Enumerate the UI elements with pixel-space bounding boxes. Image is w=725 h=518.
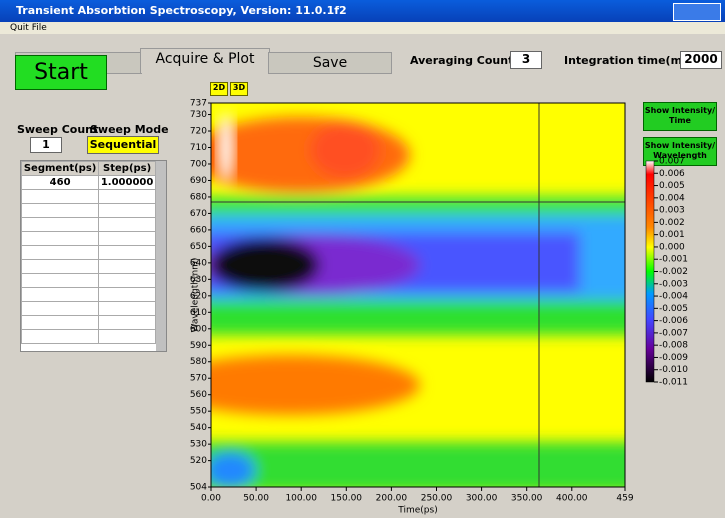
scrollbar[interactable]: [156, 161, 166, 351]
colorbar-tick-label: 0.001: [659, 230, 685, 240]
title-bar: Transient Absorbtion Spectroscopy, Versi…: [0, 0, 725, 22]
y-tick-label: 580: [190, 357, 207, 367]
window-title: Transient Absorbtion Spectroscopy, Versi…: [16, 4, 347, 17]
y-tick-label: 650: [190, 242, 207, 252]
colorbar-tick-label: 0.002: [659, 218, 685, 228]
table-cell[interactable]: 460: [20, 175, 100, 190]
segment-table: Segment(ps) Step(ps) 460 1.000000: [20, 160, 167, 352]
colorbar-tick-label: 0.005: [659, 181, 685, 191]
y-tick-label: 590: [190, 341, 207, 351]
y-tick-label: 670: [190, 209, 207, 219]
y-tick-label: 690: [190, 176, 207, 186]
label: Averaging Count:: [410, 54, 518, 67]
colorbar-tick-label: -0.009: [659, 353, 688, 363]
colorbar-tick-label: 0.007: [659, 157, 685, 167]
view-button[interactable]: 3D: [230, 82, 248, 96]
menu-bar: Quit File: [0, 22, 725, 34]
x-tick-label: 0.00: [201, 494, 221, 504]
y-axis-label: Wavelength(nm): [191, 258, 201, 333]
x-tick-label: 300.00: [466, 494, 498, 504]
x-tick-label: 350.00: [511, 494, 543, 504]
y-tick-label: 520: [190, 456, 207, 466]
colorbar-tick-label: -0.008: [659, 341, 688, 351]
y-tick-label: 737: [190, 99, 207, 109]
averaging-input[interactable]: 3: [510, 51, 542, 69]
x-tick-label: 150.00: [331, 494, 363, 504]
colorbar: [645, 160, 655, 383]
y-tick-label: 730: [190, 110, 207, 120]
x-axis-label: Time(ps): [397, 506, 437, 516]
view-button[interactable]: 2D: [210, 82, 228, 96]
y-tick-label: 560: [190, 390, 207, 400]
colorbar-tick-label: -0.007: [659, 328, 688, 338]
show-intensity-time[interactable]: Show Intensity/ Time: [643, 102, 717, 131]
tab[interactable]: Acquire & Plot: [140, 48, 270, 73]
label: Integration time(ms):: [564, 54, 699, 67]
table-header: Step(ps): [98, 161, 156, 176]
colorbar-tick-label: -0.006: [659, 316, 688, 326]
x-tick-label: 250.00: [421, 494, 453, 504]
colorbar-tick-label: -0.002: [659, 267, 688, 277]
y-tick-label: 710: [190, 143, 207, 153]
y-tick-label: 630: [190, 275, 207, 285]
menu-item[interactable]: File: [31, 23, 47, 33]
x-tick-label: 400.00: [556, 494, 588, 504]
menu-item[interactable]: Quit: [10, 23, 29, 33]
tab[interactable]: Save: [268, 52, 392, 74]
window-controls[interactable]: [673, 3, 721, 21]
x-tick-label: 50.00: [243, 494, 269, 504]
colorbar-tick-label: 0.006: [659, 169, 685, 179]
heatmap: [211, 103, 625, 487]
colorbar-tick-label: -0.004: [659, 292, 688, 302]
label: Sweep Count: [17, 123, 99, 136]
x-tick-label: 100.00: [285, 494, 317, 504]
y-tick-label: 680: [190, 192, 207, 202]
y-tick-label: 550: [190, 407, 207, 417]
x-tick-label: 200.00: [376, 494, 408, 504]
y-tick-label: 504: [190, 483, 207, 493]
sweep-mode-select[interactable]: Sequential: [87, 136, 159, 154]
y-tick-label: 700: [190, 159, 207, 169]
sweep-count-input[interactable]: 1: [30, 137, 62, 153]
y-tick-label: 600: [190, 324, 207, 334]
y-tick-label: 540: [190, 423, 207, 433]
label: Sweep Mode: [90, 123, 169, 136]
y-tick-label: 620: [190, 291, 207, 301]
colorbar-tick-label: 0.004: [659, 193, 685, 203]
y-tick-label: 720: [190, 127, 207, 137]
colorbar-tick-label: -0.003: [659, 279, 688, 289]
y-tick-label: 530: [190, 440, 207, 450]
colorbar-tick-label: -0.001: [659, 255, 688, 265]
x-tick-label: 459: [616, 494, 633, 504]
y-tick-label: 610: [190, 308, 207, 318]
start-button[interactable]: Start: [15, 55, 107, 90]
colorbar-tick-label: -0.005: [659, 304, 688, 314]
colorbar-tick-label: 0.000: [659, 242, 685, 252]
integration-input[interactable]: 2000: [680, 51, 722, 69]
colorbar-tick-label: 0.003: [659, 206, 685, 216]
y-tick-label: 660: [190, 225, 207, 235]
y-tick-label: 570: [190, 374, 207, 384]
colorbar-tick-label: -0.011: [659, 378, 688, 388]
plot-frame: [210, 102, 626, 488]
colorbar-tick-label: -0.010: [659, 365, 688, 375]
table-cell[interactable]: 1.000000: [98, 175, 156, 190]
y-tick-label: 640: [190, 258, 207, 268]
